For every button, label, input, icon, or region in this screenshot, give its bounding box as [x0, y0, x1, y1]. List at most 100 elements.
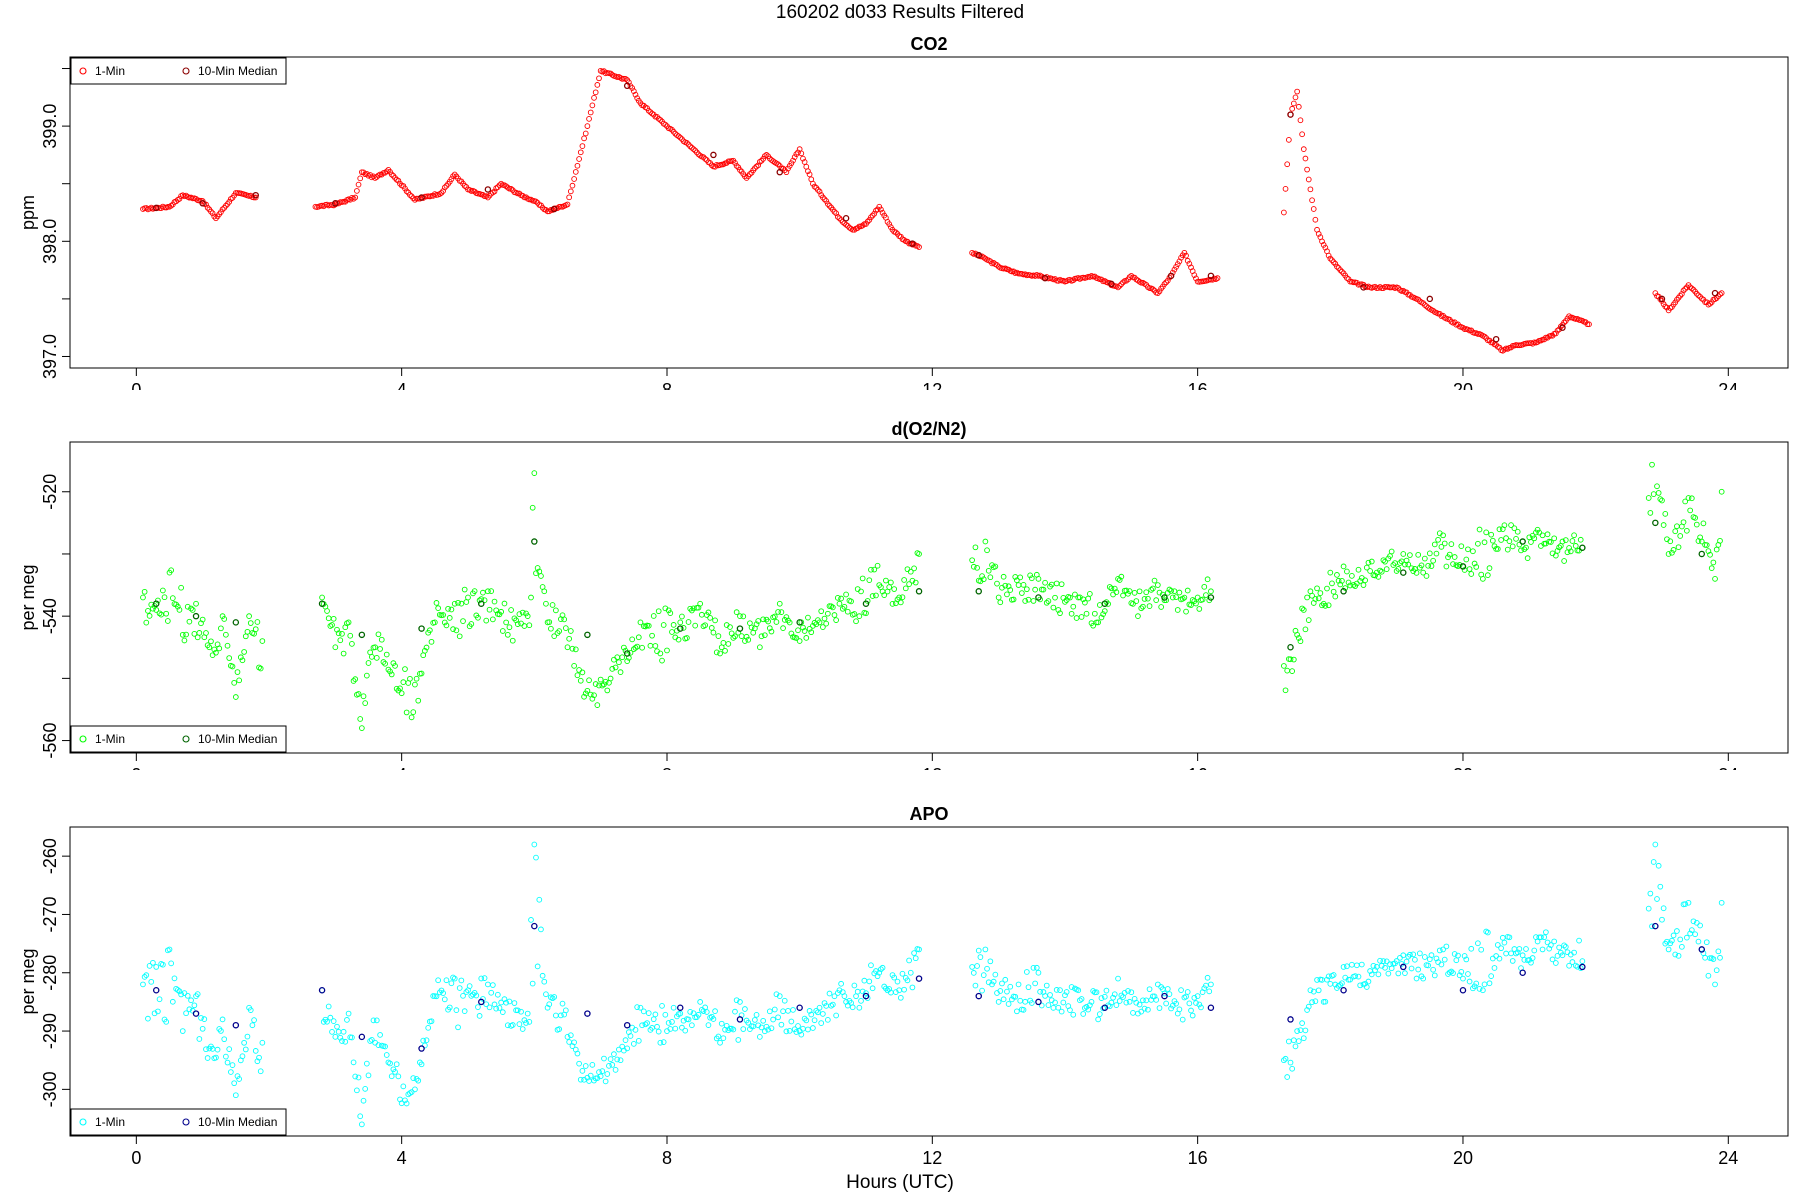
co2-1min-point	[1332, 260, 1339, 267]
o2n2-1min-point	[1650, 491, 1657, 497]
o2n2-1min-point	[1506, 538, 1513, 545]
apo-y-tick-label: -270	[40, 896, 60, 932]
o2n2-1min-point	[1340, 563, 1347, 570]
o2n2-1min-point	[788, 630, 795, 637]
apo-1min-point	[199, 1025, 206, 1032]
apo-1min-point	[1191, 994, 1198, 1001]
apo-1min-point	[1683, 934, 1690, 941]
co2-1min-point	[662, 121, 669, 128]
apo-1min-point	[997, 988, 1004, 994]
o2n2-1min-point	[1297, 638, 1304, 645]
apo-1min-point	[1475, 940, 1481, 947]
o2n2-1min-point	[773, 619, 780, 625]
apo-1min-point	[805, 1026, 811, 1033]
o2n2-1min-point	[1148, 587, 1155, 593]
o2n2-1min-point	[1687, 507, 1694, 514]
o2n2-1min-point	[1113, 589, 1120, 596]
o2n2-1min-point	[486, 606, 493, 613]
apo-y-axis-label: per meg	[18, 948, 38, 1014]
o2n2-1min-point	[208, 638, 214, 645]
co2-1min-point	[689, 144, 695, 151]
o2n2-1min-point	[1674, 523, 1680, 530]
apo-1min-point	[1486, 980, 1493, 987]
apo-1min-point	[1286, 1038, 1292, 1045]
apo-median-point	[478, 998, 485, 1006]
apo-median-point	[1459, 986, 1467, 994]
apo-1min-point	[1715, 948, 1722, 955]
apo-1min-point	[1045, 1002, 1052, 1008]
o2n2-1min-point	[1072, 591, 1078, 598]
o2n2-1min-point	[713, 649, 720, 656]
co2-1min-point	[811, 183, 818, 190]
o2n2-1min-point	[1133, 598, 1140, 604]
o2n2-1min-point	[873, 592, 879, 599]
co2-1min-point	[821, 196, 828, 203]
apo-1min-point	[513, 1007, 519, 1014]
apo-1min-point	[990, 978, 997, 985]
o2n2-1min-point	[1397, 560, 1403, 566]
apo-median-point	[1698, 946, 1706, 953]
apo-1min-point	[1417, 950, 1423, 957]
apo-median-point	[318, 986, 326, 994]
o2n2-1min-point	[577, 677, 584, 684]
o2n2-1min-point	[1659, 497, 1665, 504]
o2n2-1min-point	[400, 679, 407, 686]
apo-1min-point	[637, 1004, 644, 1011]
apo-legend: 1-Min 10-Min Median	[70, 1108, 287, 1136]
apo-1min-point	[1508, 950, 1514, 957]
apo-1min-point	[1067, 1007, 1073, 1013]
apo-1min-point	[521, 1017, 528, 1023]
apo-1min-point	[1660, 905, 1667, 912]
o2n2-1min-point	[826, 603, 833, 609]
apo-1min-point	[181, 990, 188, 996]
apo-1min-point	[1033, 964, 1040, 971]
o2n2-1min-point	[1136, 588, 1143, 595]
co2-1min-point	[826, 202, 833, 209]
apo-y-tick-label: -260	[40, 838, 60, 874]
o2n2-1min-point	[1539, 532, 1546, 539]
o2n2-1min-point	[143, 619, 150, 626]
o2n2-x-tick-label: 16	[1188, 765, 1208, 770]
o2n2-1min-point	[160, 587, 166, 594]
o2n2-1min-point	[1448, 541, 1455, 547]
o2n2-1min-point	[1204, 576, 1211, 583]
co2-1min-point	[805, 168, 811, 175]
apo-1min-point	[1456, 972, 1463, 979]
apo-1min-point	[1562, 944, 1569, 950]
apo-1min-point	[811, 1017, 818, 1024]
o2n2-1min-point	[1710, 559, 1717, 566]
o2n2-1min-point	[844, 608, 851, 615]
o2n2-1min-point	[702, 622, 708, 629]
o2n2-1min-point	[883, 577, 889, 584]
o2n2-1min-point	[584, 687, 591, 694]
co2-legend-box	[70, 57, 287, 85]
apo-1min-point	[514, 1007, 521, 1014]
o2n2-1min-point	[378, 636, 385, 643]
apo-1min-point	[1395, 970, 1402, 977]
co2-1min-point	[1169, 269, 1176, 276]
co2-y-tick-label: 399.0	[40, 104, 60, 149]
co2-1min-point	[690, 146, 697, 152]
o2n2-y-tick-label: -540	[40, 598, 60, 634]
apo-x-tick-label: 24	[1718, 1148, 1738, 1168]
apo-1min-point	[1111, 991, 1118, 998]
o2n2-1min-point	[1418, 562, 1425, 569]
apo-1min-point	[1186, 1000, 1193, 1007]
apo-1min-point	[1352, 973, 1359, 979]
apo-1min-point	[891, 974, 898, 981]
apo-1min-point	[509, 1022, 516, 1028]
o2n2-1min-point	[743, 633, 750, 640]
o2n2-1min-point	[589, 695, 596, 702]
apo-1min-point	[1514, 949, 1521, 956]
co2-1min-point	[211, 213, 218, 220]
o2n2-1min-point	[982, 538, 989, 545]
o2n2-y-tick-label: -560	[40, 723, 60, 759]
o2n2-1min-point	[889, 601, 896, 607]
co2-1min-point	[1529, 340, 1536, 347]
apo-1min-point	[232, 1092, 239, 1099]
apo-1min-point	[906, 957, 912, 964]
o2n2-1min-point	[226, 655, 233, 661]
o2n2-1min-point	[579, 669, 586, 676]
apo-1min-point	[461, 1008, 468, 1015]
